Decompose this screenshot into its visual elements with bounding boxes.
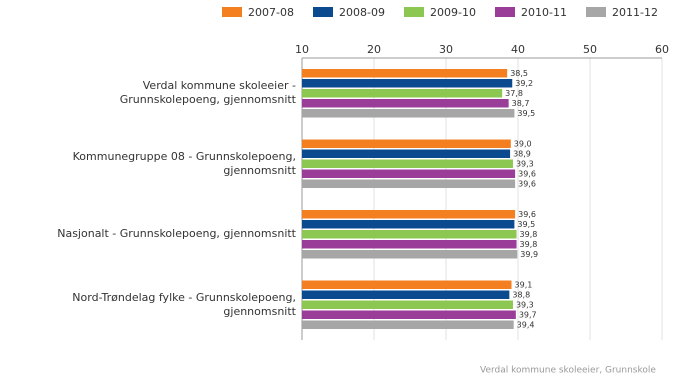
bar <box>302 300 513 309</box>
value-label: 39,9 <box>520 250 538 259</box>
value-label: 39,6 <box>518 179 536 188</box>
legend-swatch <box>313 7 333 17</box>
bar <box>302 169 516 178</box>
legend-swatch <box>495 7 515 17</box>
value-label: 38,7 <box>512 99 530 108</box>
value-label: 39,3 <box>516 159 534 168</box>
bar <box>302 210 516 219</box>
x-tick-label: 40 <box>511 43 525 56</box>
value-label: 39,0 <box>514 139 532 148</box>
value-label: 39,8 <box>520 240 538 249</box>
value-label: 39,3 <box>516 300 534 309</box>
legend-swatch <box>222 7 242 17</box>
legend-label: 2010-11 <box>521 6 567 19</box>
legend-swatch <box>586 7 606 17</box>
category-label: Kommunegruppe 08 - Grunnskolepoeng, gjen… <box>72 149 296 177</box>
x-tick-label: 50 <box>583 43 597 56</box>
bar <box>302 230 517 239</box>
category-label: Nord-Trøndelag fylke - Grunnskolepoeng, … <box>72 290 296 318</box>
bar <box>302 220 515 229</box>
x-tick-label: 20 <box>367 43 381 56</box>
legend-label: 2008-09 <box>339 6 385 19</box>
bar <box>302 79 513 88</box>
bar <box>302 149 511 158</box>
bar <box>302 240 517 249</box>
x-tick-label: 30 <box>439 43 453 56</box>
value-label: 38,8 <box>512 290 530 299</box>
value-label: 39,4 <box>517 320 535 329</box>
bar <box>302 159 513 168</box>
bar <box>302 99 509 108</box>
legend-swatch <box>404 7 424 17</box>
x-tick-label: 10 <box>295 43 309 56</box>
source-note: Verdal kommune skoleeier, Grunnskole <box>480 366 656 376</box>
bar <box>302 89 503 98</box>
bar <box>302 139 511 148</box>
value-label: 38,5 <box>510 69 528 78</box>
legend-label: 2007-08 <box>248 6 294 19</box>
legend-label: 2009-10 <box>430 6 476 19</box>
bar <box>302 280 512 289</box>
x-tick-label: 60 <box>655 43 669 56</box>
bar <box>302 290 510 299</box>
bar <box>302 69 508 78</box>
value-label: 39,6 <box>518 169 536 178</box>
value-label: 39,7 <box>519 310 537 319</box>
bar <box>302 179 516 188</box>
value-label: 39,2 <box>515 79 533 88</box>
value-label: 39,8 <box>520 230 538 239</box>
value-label: 39,1 <box>515 280 533 289</box>
value-label: 38,9 <box>513 149 531 158</box>
bar <box>302 310 516 319</box>
legend-label: 2011-12 <box>612 6 658 19</box>
value-label: 39,6 <box>518 210 536 219</box>
category-label: Nasjonalt - Grunnskolepoeng, gjennomsnit… <box>57 227 296 241</box>
value-label: 39,5 <box>517 109 535 118</box>
bar <box>302 320 514 329</box>
category-label: Verdal kommune skoleeier - Grunnskolepoe… <box>119 79 296 107</box>
bar <box>302 109 515 118</box>
value-label: 37,8 <box>505 89 523 98</box>
value-label: 39,5 <box>517 220 535 229</box>
bar <box>302 250 518 259</box>
